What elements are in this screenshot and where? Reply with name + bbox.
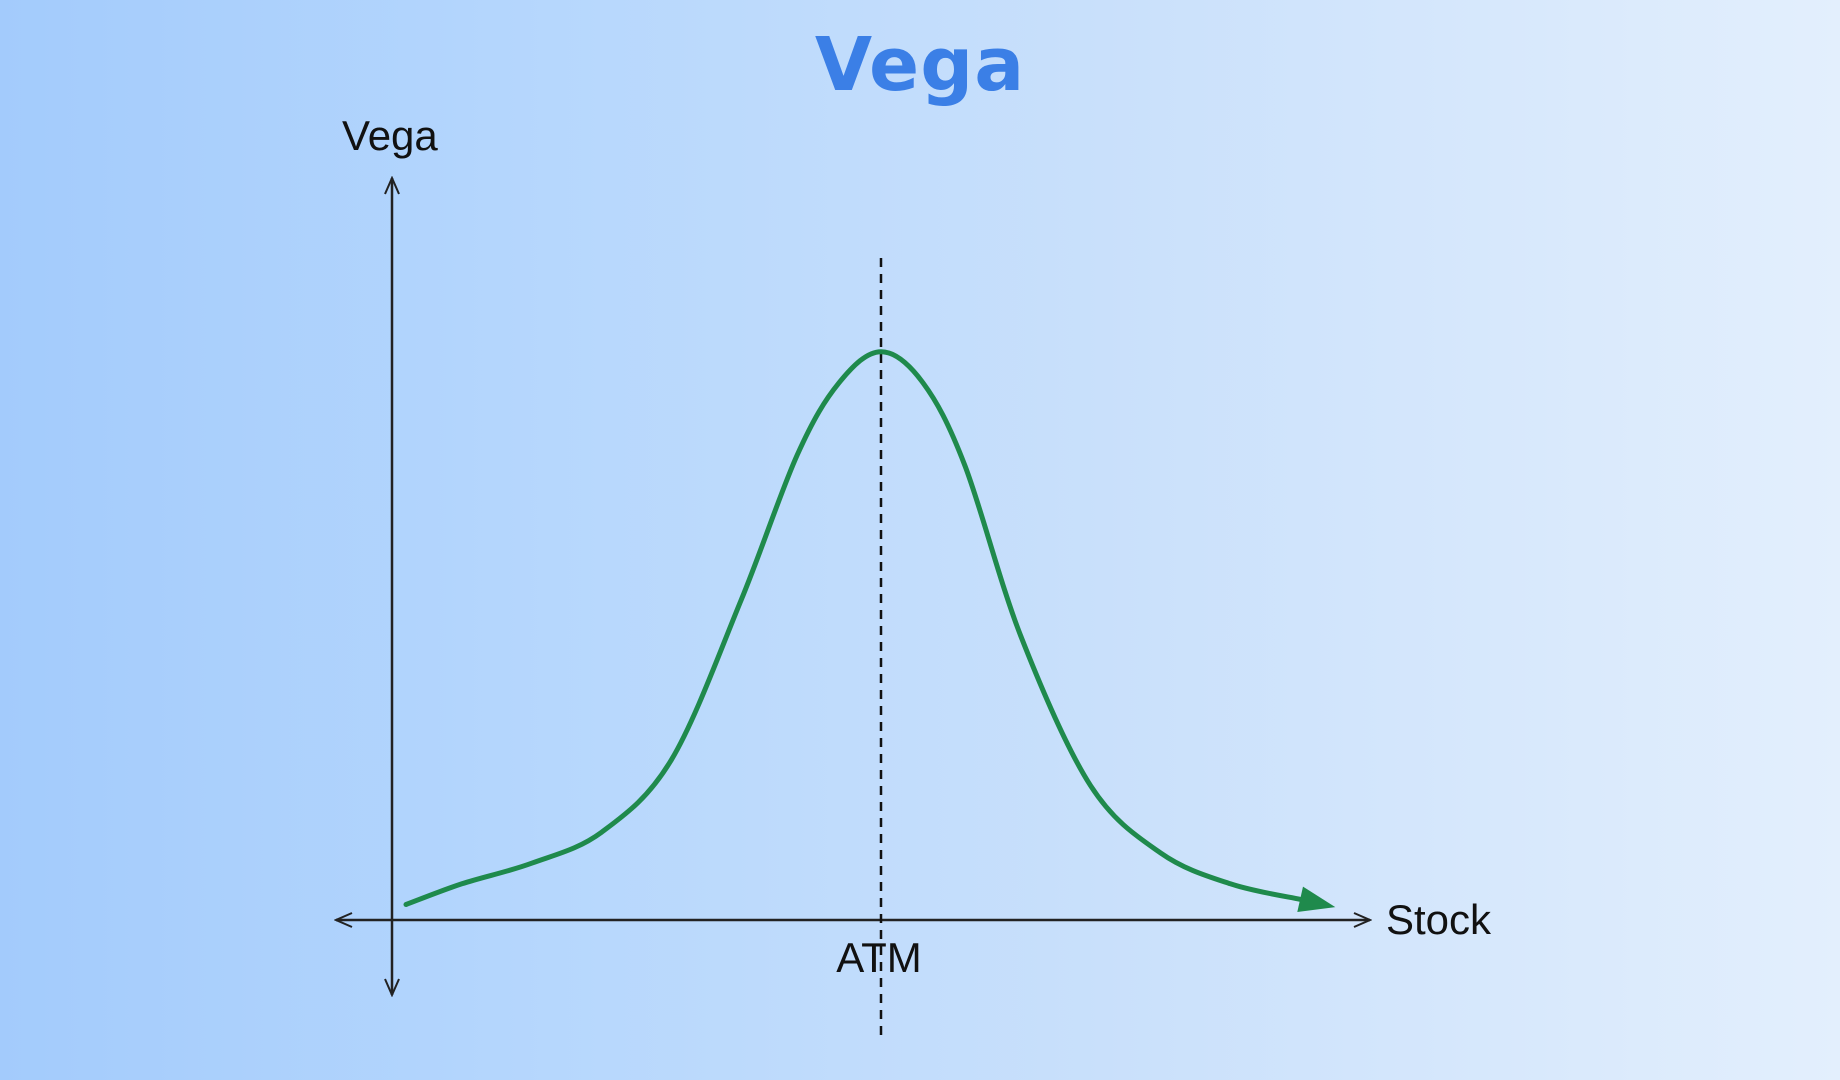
x-axis-label: Stock	[1386, 896, 1492, 943]
chart-title: Vega	[814, 22, 1026, 108]
vega-curve-series	[403, 349, 1303, 907]
curve-arrowhead	[1297, 886, 1336, 912]
atm-label: ATM	[836, 934, 922, 981]
y-axis-label: Vega	[342, 112, 438, 159]
